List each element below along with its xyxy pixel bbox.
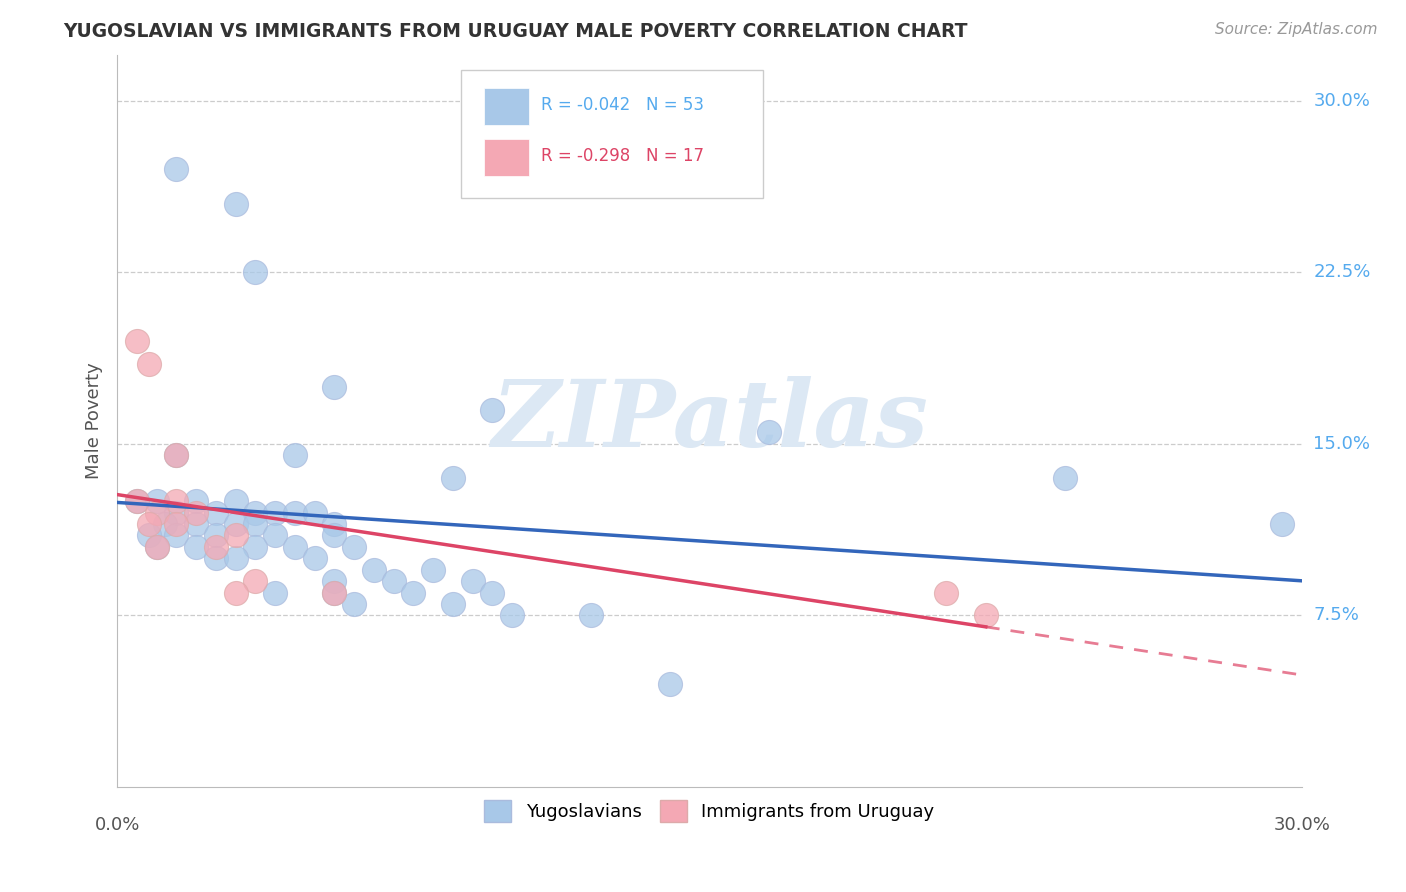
- Point: [323, 380, 346, 394]
- Point: [145, 494, 167, 508]
- Point: [1271, 516, 1294, 531]
- Point: [205, 540, 228, 554]
- Text: 22.5%: 22.5%: [1313, 263, 1371, 281]
- Point: [323, 516, 346, 531]
- Point: [138, 357, 160, 371]
- Point: [304, 551, 326, 566]
- Point: [125, 494, 148, 508]
- Point: [186, 494, 208, 508]
- Point: [501, 608, 523, 623]
- Point: [145, 506, 167, 520]
- Point: [153, 516, 176, 531]
- Point: [974, 608, 997, 623]
- Point: [343, 597, 366, 611]
- Point: [205, 551, 228, 566]
- Point: [935, 585, 957, 599]
- Text: R = -0.042   N = 53: R = -0.042 N = 53: [541, 96, 704, 114]
- Point: [245, 506, 267, 520]
- Point: [284, 448, 307, 462]
- Point: [245, 265, 267, 279]
- Legend: Yugoslavians, Immigrants from Uruguay: Yugoslavians, Immigrants from Uruguay: [477, 793, 942, 830]
- Point: [441, 471, 464, 485]
- Point: [225, 585, 247, 599]
- Point: [186, 506, 208, 520]
- Point: [145, 540, 167, 554]
- Point: [165, 528, 187, 542]
- Text: 7.5%: 7.5%: [1313, 607, 1360, 624]
- Point: [323, 528, 346, 542]
- Text: ZIPatlas: ZIPatlas: [491, 376, 928, 466]
- Point: [165, 162, 187, 177]
- Point: [145, 540, 167, 554]
- Point: [165, 506, 187, 520]
- Text: 30.0%: 30.0%: [1274, 816, 1330, 834]
- Point: [323, 585, 346, 599]
- Point: [758, 425, 780, 440]
- Point: [205, 506, 228, 520]
- FancyBboxPatch shape: [485, 139, 530, 176]
- Point: [441, 597, 464, 611]
- Point: [264, 506, 287, 520]
- Text: YUGOSLAVIAN VS IMMIGRANTS FROM URUGUAY MALE POVERTY CORRELATION CHART: YUGOSLAVIAN VS IMMIGRANTS FROM URUGUAY M…: [63, 22, 967, 41]
- Point: [245, 540, 267, 554]
- Point: [225, 551, 247, 566]
- Point: [343, 540, 366, 554]
- Text: Source: ZipAtlas.com: Source: ZipAtlas.com: [1215, 22, 1378, 37]
- Point: [422, 563, 444, 577]
- Point: [481, 585, 503, 599]
- Point: [264, 585, 287, 599]
- Point: [461, 574, 484, 588]
- Point: [1053, 471, 1076, 485]
- Point: [205, 528, 228, 542]
- Point: [186, 540, 208, 554]
- Point: [323, 574, 346, 588]
- Point: [245, 516, 267, 531]
- FancyBboxPatch shape: [461, 70, 762, 198]
- Text: R = -0.298   N = 17: R = -0.298 N = 17: [541, 147, 704, 165]
- Point: [304, 506, 326, 520]
- Point: [658, 677, 681, 691]
- Point: [225, 528, 247, 542]
- Point: [165, 448, 187, 462]
- Point: [363, 563, 385, 577]
- FancyBboxPatch shape: [485, 88, 530, 125]
- Text: 30.0%: 30.0%: [1313, 92, 1371, 110]
- Point: [165, 448, 187, 462]
- Text: 0.0%: 0.0%: [94, 816, 139, 834]
- Y-axis label: Male Poverty: Male Poverty: [86, 363, 103, 479]
- Point: [245, 574, 267, 588]
- Point: [125, 334, 148, 348]
- Point: [284, 540, 307, 554]
- Point: [323, 585, 346, 599]
- Point: [579, 608, 602, 623]
- Point: [165, 494, 187, 508]
- Point: [264, 528, 287, 542]
- Point: [138, 516, 160, 531]
- Point: [186, 516, 208, 531]
- Point: [225, 516, 247, 531]
- Point: [125, 494, 148, 508]
- Point: [165, 516, 187, 531]
- Point: [481, 402, 503, 417]
- Point: [284, 506, 307, 520]
- Point: [225, 196, 247, 211]
- Text: 15.0%: 15.0%: [1313, 435, 1371, 453]
- Point: [402, 585, 425, 599]
- Point: [225, 494, 247, 508]
- Point: [138, 528, 160, 542]
- Point: [382, 574, 405, 588]
